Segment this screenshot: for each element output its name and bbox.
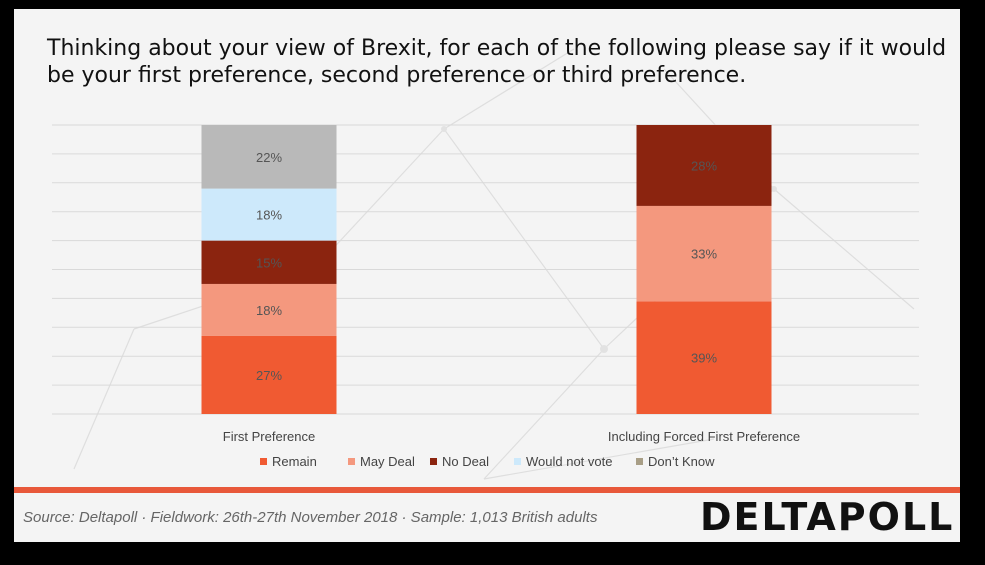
data-label: 18% — [256, 208, 282, 223]
data-label: 27% — [256, 368, 282, 383]
legend-item: Don’t Know — [636, 454, 715, 469]
bar-segment-would-not-vote — [201, 188, 337, 241]
legend-swatch — [260, 458, 267, 465]
deltapoll-logo: DELTAPOLL — [700, 495, 955, 539]
chart-card: Thinking about your view of Brexit, for … — [14, 9, 960, 542]
legend-label: Remain — [272, 454, 317, 469]
data-label: 15% — [256, 255, 282, 270]
chart-title: Thinking about your view of Brexit, for … — [47, 36, 947, 88]
bar-segment-no-deal — [636, 125, 772, 206]
legend-label: No Deal — [442, 454, 489, 469]
stacked-bar-chart: 27% 18% 15% 18% 22% 39% 33% 28% First Preferenc… — [52, 124, 919, 469]
bar-segment-remain — [636, 301, 772, 414]
bar-segment-remain — [201, 335, 337, 414]
legend-label: Don’t Know — [648, 454, 715, 469]
legend-swatch — [636, 458, 643, 465]
legend-item: May Deal — [348, 454, 415, 469]
legend-label: May Deal — [360, 454, 415, 469]
source-note: Source: Deltapoll · Fieldwork: 26th-27th… — [23, 509, 598, 526]
legend-swatch — [514, 458, 521, 465]
legend-item: Remain — [260, 454, 317, 469]
category-label: Including Forced First Preference — [608, 429, 800, 444]
legend-swatch — [430, 458, 437, 465]
legend-item: No Deal — [430, 454, 489, 469]
data-label: 22% — [256, 150, 282, 165]
bar-segment-may-deal — [201, 283, 337, 336]
bar-segment-may-deal — [636, 205, 772, 302]
legend-item: Would not vote — [514, 454, 612, 469]
legend-swatch — [348, 458, 355, 465]
data-label: 18% — [256, 303, 282, 318]
bar-segment-don-t-know — [201, 125, 337, 189]
bar-segment-no-deal — [201, 240, 337, 284]
data-label: 28% — [691, 158, 717, 173]
data-label: 39% — [691, 351, 717, 366]
footer-divider — [14, 487, 960, 493]
data-label: 33% — [691, 247, 717, 262]
legend-label: Would not vote — [526, 454, 612, 469]
category-label: First Preference — [223, 429, 315, 444]
